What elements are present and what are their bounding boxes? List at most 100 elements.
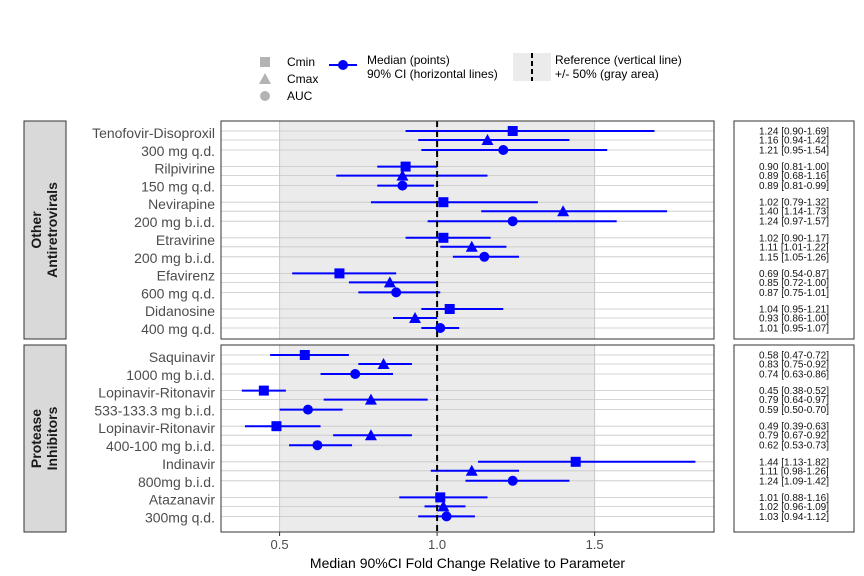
legend-label-cmax: Cmax: [287, 72, 318, 86]
drug-label: Didanosine: [145, 303, 215, 319]
median-point-cmin: [400, 161, 411, 172]
value-text: 1.24 [1.09-1.42]: [759, 476, 829, 487]
median-point-cmin: [435, 492, 446, 503]
value-text: 1.02 [0.79-1.32]: [759, 198, 829, 209]
drug-label: Tenofovir-Disoproxil: [92, 125, 215, 141]
value-text: 0.83 [0.75-0.92]: [759, 360, 829, 371]
value-text: 0.69 [0.54-0.87]: [759, 269, 829, 280]
median-point-cmin: [299, 350, 310, 360]
value-text: 0.89 [0.81-0.99]: [759, 181, 829, 192]
dose-label: 300 mg q.d.: [141, 143, 215, 159]
value-text: 1.44 [1.13-1.82]: [759, 457, 829, 468]
value-text: 1.02 [0.96-1.09]: [759, 502, 829, 513]
legend-triangle-icon: [259, 73, 271, 84]
median-point-auc: [312, 440, 323, 451]
strip-label-group: Other Antiretrovirals: [28, 182, 60, 278]
value-text: 0.89 [0.68-1.16]: [759, 171, 829, 182]
value-text: 1.24 [0.90-1.69]: [759, 127, 829, 138]
median-point-cmin: [438, 232, 449, 243]
median-point-auc: [507, 216, 518, 227]
dose-label: 400-100 mg b.i.d.: [106, 438, 215, 454]
median-point-cmax: [557, 205, 570, 217]
drug-label: Nevirapine: [148, 196, 215, 212]
value-text: 0.59 [0.50-0.70]: [759, 405, 829, 416]
drug-label: Indinavir: [162, 456, 215, 472]
value-text: 0.93 [0.86-1.00]: [759, 314, 829, 325]
value-text: 0.49 [0.39-0.63]: [759, 422, 829, 433]
value-text: 1.24 [0.97-1.57]: [759, 217, 829, 228]
dose-label: 200 mg b.i.d.: [134, 250, 215, 266]
value-text: 1.11 [0.98-1.26]: [759, 466, 829, 477]
legend-label-auc: AUC: [287, 89, 313, 103]
value-text: 0.74 [0.63-0.86]: [759, 370, 829, 381]
median-point-auc: [441, 511, 452, 522]
dose-label: 300mg q.d.: [145, 509, 215, 525]
drug-label: Rilpivirine: [154, 161, 215, 177]
median-point-cmax: [409, 312, 422, 323]
legend-median-label: Median (points): [367, 53, 450, 67]
median-point-auc: [498, 145, 509, 155]
value-text: 0.90 [0.81-1.00]: [759, 162, 829, 173]
drug-label: Efavirenz: [157, 267, 215, 283]
strip-label: Protease: [28, 409, 44, 468]
median-point-cmin: [507, 126, 518, 136]
dose-label: 1000 mg b.i.d.: [126, 367, 215, 383]
median-point-cmax: [481, 134, 494, 145]
median-point-cmax: [465, 240, 478, 252]
value-text: 0.79 [0.64-0.97]: [759, 395, 829, 406]
value-text: 1.11 [1.01-1.22]: [759, 242, 829, 253]
drug-label: Saquinavir: [149, 349, 215, 365]
value-text: 1.15 [1.05-1.26]: [759, 252, 829, 263]
value-text: 0.87 [0.75-1.01]: [759, 288, 829, 299]
drug-label: Lopinavir-Ritonavir: [98, 385, 215, 401]
median-point-auc: [435, 323, 446, 333]
median-point-auc: [302, 404, 313, 415]
value-text: 1.21 [0.95-1.54]: [759, 146, 829, 157]
dose-label: 400 mg q.d.: [141, 321, 215, 337]
dose-label: 533-133.3 mg b.i.d.: [94, 403, 215, 419]
median-point-cmin: [258, 385, 269, 396]
median-point-auc: [350, 369, 361, 379]
median-point-auc: [397, 180, 408, 191]
value-text: 0.45 [0.38-0.52]: [759, 386, 829, 397]
x-tick-label: 1.0: [428, 537, 446, 552]
legend-median-icon: [338, 60, 348, 70]
plot-panel-border: [220, 120, 715, 340]
value-text: 1.01 [0.88-1.16]: [759, 493, 829, 504]
median-point-cmin: [570, 456, 581, 467]
median-point-cmin: [438, 197, 449, 208]
drug-label: Etravirine: [156, 232, 215, 248]
median-point-cmax: [437, 500, 450, 512]
median-point-cmax: [465, 464, 478, 476]
values-panel-1: [733, 344, 855, 533]
median-point-auc: [507, 475, 518, 486]
value-text: 0.62 [0.53-0.73]: [759, 441, 829, 452]
median-point-cmin: [334, 268, 345, 279]
dose-label: 800mg b.i.d.: [138, 474, 215, 490]
value-text: 0.58 [0.47-0.72]: [759, 351, 829, 362]
median-point-cmin: [271, 421, 282, 432]
values-panel-0: [733, 120, 855, 340]
dose-label: 150 mg q.d.: [141, 179, 215, 195]
median-point-cmax: [383, 276, 396, 288]
value-text: 1.03 [0.94-1.12]: [759, 512, 829, 523]
median-point-cmax: [377, 358, 390, 369]
value-text: 1.40 [1.14-1.73]: [759, 207, 829, 218]
median-point-cmin: [444, 304, 455, 314]
strip-label: Antiretrovirals: [44, 182, 60, 278]
x-axis-title: Median 90%CI Fold Change Relative to Par…: [310, 555, 626, 571]
plot-panel-border: [220, 344, 715, 533]
strip-label: Inhibitors: [44, 406, 60, 470]
legend-label-cmin: Cmin: [287, 55, 315, 69]
strip-panel-1: [23, 344, 67, 533]
median-point-cmax: [396, 169, 409, 181]
dose-label: 200 mg b.i.d.: [134, 214, 215, 230]
strip-label-group: Protease Inhibitors: [28, 406, 60, 470]
legend-square-icon: [260, 57, 270, 67]
median-point-auc: [391, 287, 402, 298]
legend-circle-icon: [260, 91, 270, 101]
dose-label: 600 mg q.d.: [141, 285, 215, 301]
value-text: 0.85 [0.72-1.00]: [759, 278, 829, 289]
